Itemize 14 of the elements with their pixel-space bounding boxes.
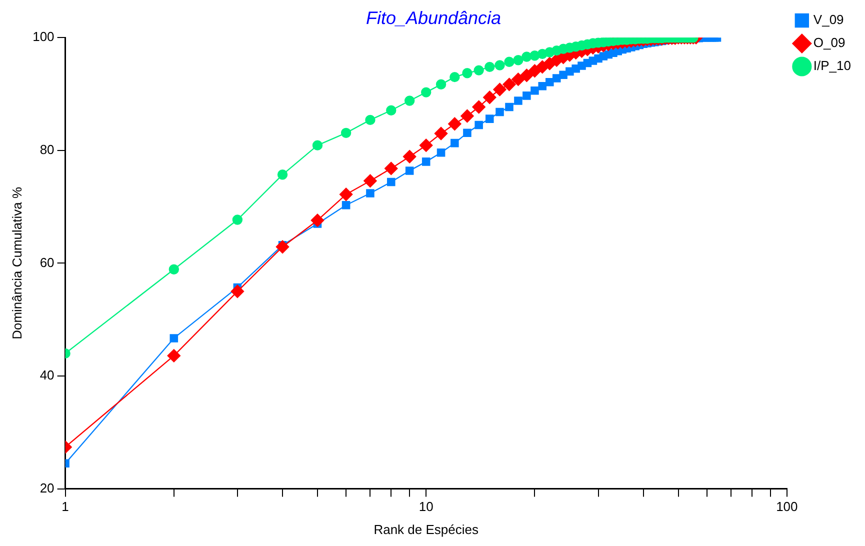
x-tick-label: 10	[418, 499, 434, 514]
y-tick-label: 60	[40, 254, 54, 270]
y-tick-label: 40	[40, 368, 54, 383]
chart-title: Fito_Abundância	[366, 8, 502, 28]
y-tick-label: 100	[32, 29, 54, 44]
y-tick-label: 80	[40, 142, 54, 157]
legend-label: V_09	[813, 12, 844, 28]
x-tick-label: 1	[62, 499, 69, 514]
x-axis-title: Rank de Espécies	[374, 522, 479, 537]
legend-label: I/P_10	[813, 58, 852, 74]
x-tick-label: 100	[776, 499, 798, 514]
y-tick-label: 20	[40, 480, 54, 496]
y-axis-title: Dominância Cumulativa %	[9, 186, 24, 340]
legend-label: O_09	[813, 35, 846, 50]
